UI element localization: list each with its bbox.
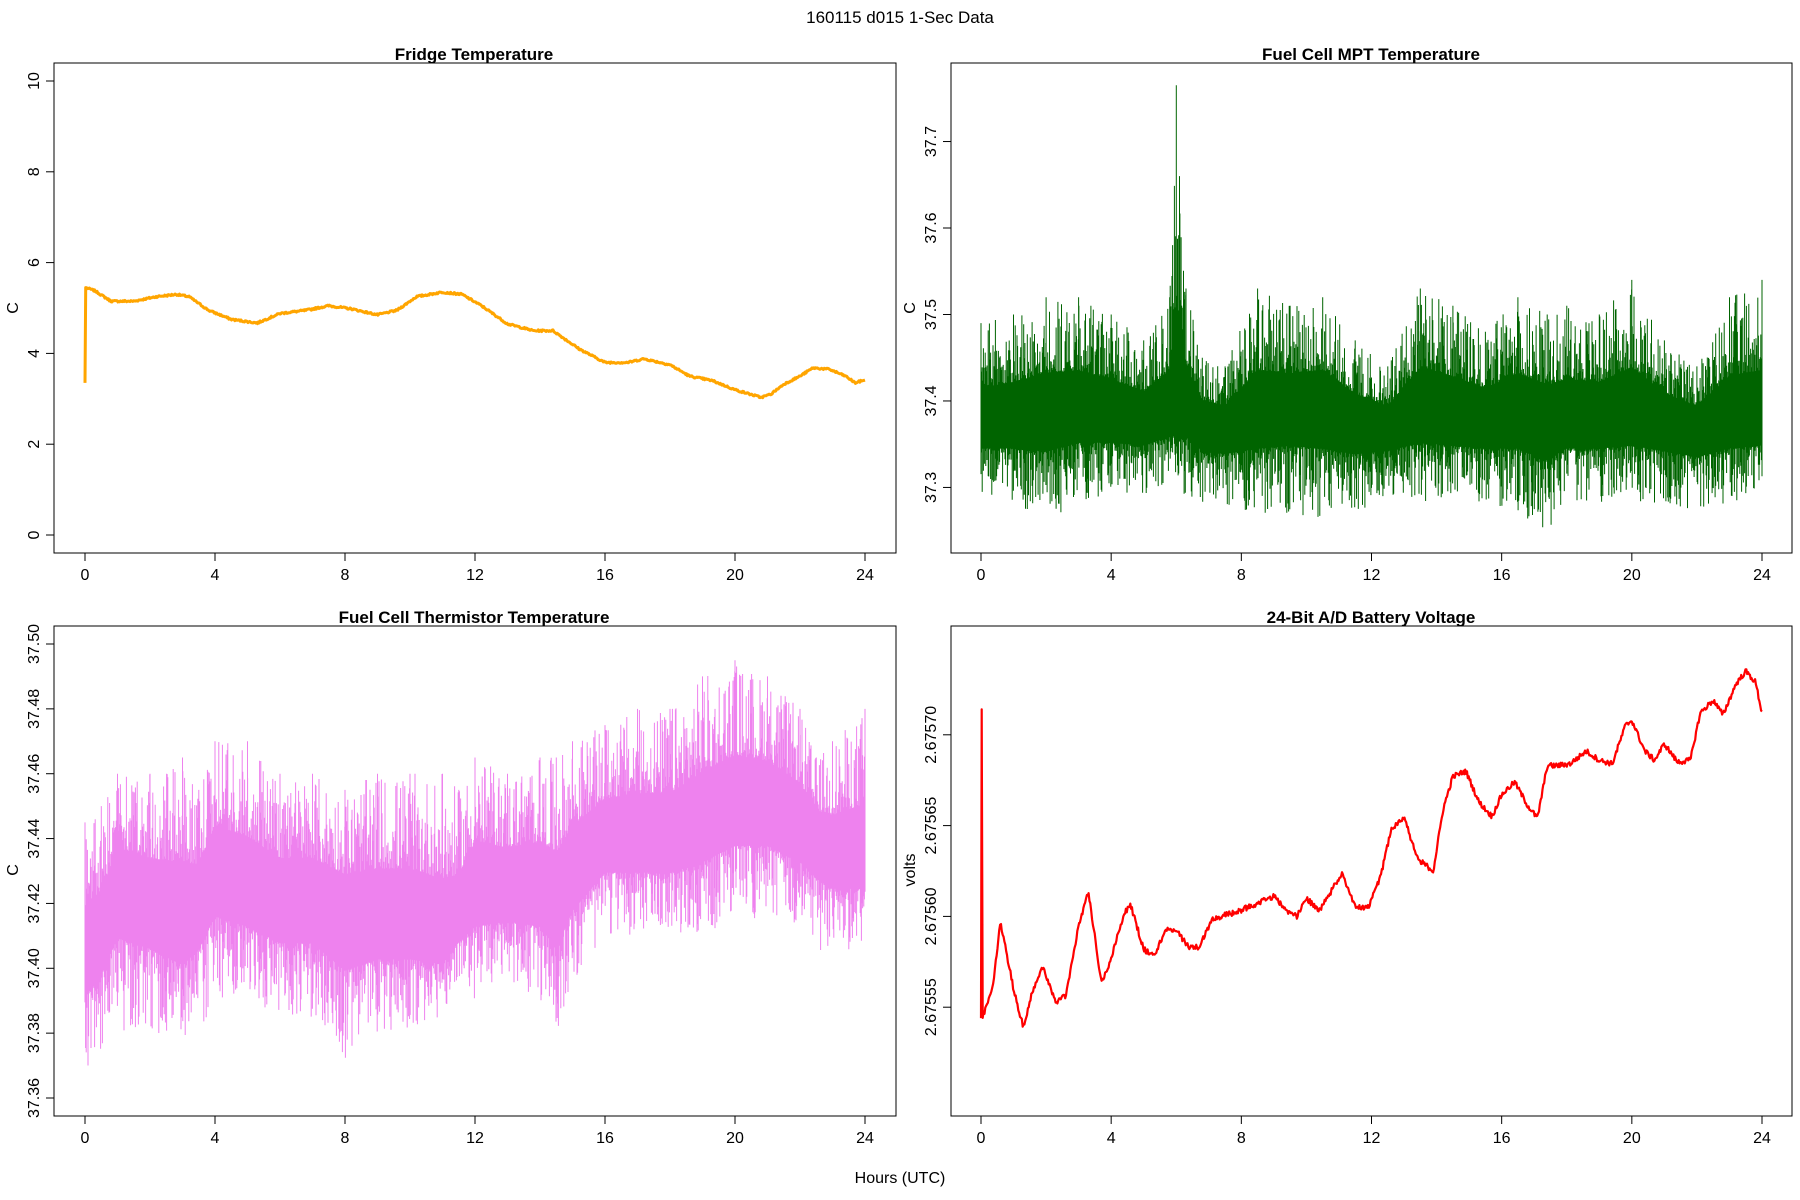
x-tick-label: 8 [341, 1130, 350, 1147]
y-axis-label: volts [902, 854, 919, 887]
x-tick-label: 20 [1623, 1130, 1641, 1147]
x-tick-label: 0 [81, 567, 90, 584]
x-tick-label: 24 [1753, 567, 1771, 584]
x-tick-label: 12 [466, 567, 484, 584]
y-tick-label: 37.3 [923, 472, 940, 503]
series-line [83, 286, 866, 400]
plot-area: 0 4 8 12 16 20 24 37.36 37.38 37.40 37.42 37.44 37.4… [26, 624, 874, 1147]
panel-title: Fuel Cell MPT Temperature [1262, 45, 1480, 64]
panel-title: Fridge Temperature [395, 45, 553, 64]
y-tick-label: 37.4 [923, 385, 940, 416]
x-tick-label: 20 [1623, 567, 1641, 584]
panel-title: 24-Bit A/D Battery Voltage [1267, 608, 1476, 627]
y-tick-label: 2.67560 [923, 887, 940, 945]
y-tick-label: 37.38 [26, 1013, 43, 1053]
y-tick-label: 2 [26, 440, 43, 449]
panel-fuel-cell-thermistor-temperature: Fuel Cell Thermistor Temperature C 0 4 8 12… [5, 608, 897, 1147]
y-tick-label: 4 [26, 349, 43, 358]
x-tick-label: 12 [1363, 1130, 1381, 1147]
x-tick-label: 24 [856, 1130, 874, 1147]
y-tick-label: 37.42 [26, 883, 43, 923]
plot-frame [53, 62, 897, 554]
figure-title: 160115 d015 1-Sec Data [806, 8, 994, 27]
x-tick-label: 0 [977, 1130, 986, 1147]
plot-area: 0 4 8 12 16 20 24 2.67555 2.67560 2.67565 2.67570 [923, 668, 1771, 1147]
y-tick-label: 37.7 [923, 126, 940, 157]
series-line [979, 668, 1763, 1028]
y-tick-label: 0 [26, 530, 43, 539]
y-tick-label: 37.44 [26, 818, 43, 858]
x-tick-label: 0 [81, 1130, 90, 1147]
panel-battery-voltage: 24-Bit A/D Battery Voltage volts 0 4 8 12 16… [902, 608, 1793, 1147]
x-tick-label: 24 [1753, 1130, 1771, 1147]
x-tick-label: 4 [211, 567, 220, 584]
panel-title: Fuel Cell Thermistor Temperature [339, 608, 610, 627]
plot-frame [950, 625, 1793, 1117]
x-tick-label: 12 [466, 1130, 484, 1147]
x-tick-label: 4 [1107, 1130, 1116, 1147]
series-spikes [980, 85, 1763, 528]
x-tick-label: 16 [1493, 567, 1511, 584]
x-tick-label: 20 [726, 567, 744, 584]
x-tick-label: 8 [1237, 567, 1246, 584]
x-tick-label: 24 [856, 567, 874, 584]
x-tick-label: 4 [211, 1130, 220, 1147]
y-tick-label: 2.67570 [923, 706, 940, 764]
y-axis-label: C [5, 302, 22, 314]
series-band [85, 759, 865, 994]
series-band [981, 302, 1762, 458]
x-tick-label: 8 [341, 567, 350, 584]
y-tick-label: 37.46 [26, 754, 43, 794]
x-tick-label: 0 [977, 567, 986, 584]
y-tick-label: 37.36 [26, 1078, 43, 1118]
y-axis-label: C [5, 864, 22, 876]
panel-fuel-cell-mpt-temperature: Fuel Cell MPT Temperature C 0 4 8 12 16 20 24 3… [902, 45, 1793, 584]
y-tick-label: 37.50 [26, 624, 43, 664]
y-tick-label: 37.40 [26, 948, 43, 988]
x-tick-label: 16 [596, 1130, 614, 1147]
y-tick-label: 37.5 [923, 299, 940, 330]
y-tick-label: 8 [26, 167, 43, 176]
y-axis-label: C [902, 302, 919, 314]
x-tick-label: 20 [726, 1130, 744, 1147]
y-tick-label: 10 [26, 72, 43, 90]
y-tick-label: 37.48 [26, 689, 43, 729]
x-tick-label: 12 [1363, 567, 1381, 584]
x-tick-label: 16 [1493, 1130, 1511, 1147]
y-tick-label: 2.67555 [923, 978, 940, 1036]
plot-area: 0 4 8 12 16 20 24 37.3 37.4 37.5 37.6 37.7 [923, 85, 1771, 584]
x-tick-label: 4 [1107, 567, 1116, 584]
x-tick-label: 16 [596, 567, 614, 584]
y-tick-label: 2.67565 [923, 797, 940, 855]
shared-x-axis-label: Hours (UTC) [855, 1170, 946, 1187]
x-tick-label: 8 [1237, 1130, 1246, 1147]
y-tick-label: 6 [26, 258, 43, 267]
y-tick-label: 37.6 [923, 212, 940, 243]
